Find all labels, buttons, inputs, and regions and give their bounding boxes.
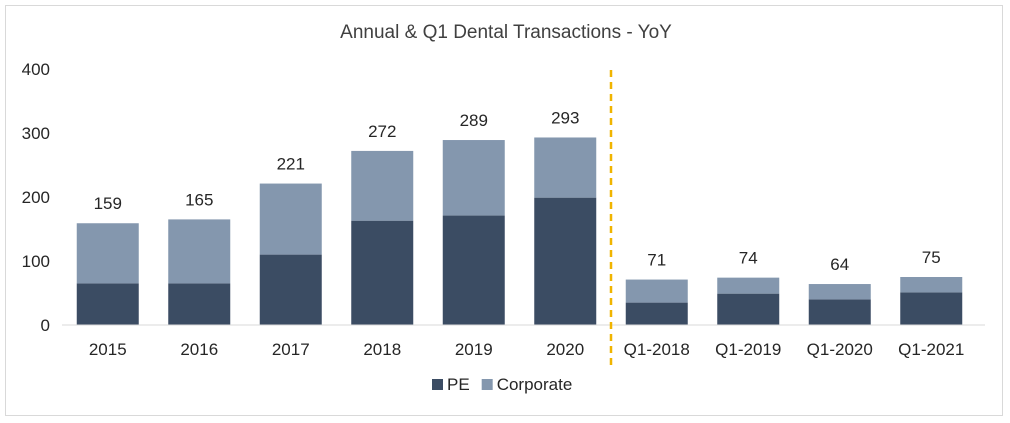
data-label-total: 165	[185, 190, 213, 209]
legend-label-corporate: Corporate	[497, 375, 573, 394]
legend: PE Corporate	[432, 375, 572, 394]
bar-segment-pe	[717, 293, 780, 325]
bar-segment-corporate	[442, 140, 505, 216]
data-label-total: 159	[94, 194, 122, 213]
bar-segment-pe	[168, 283, 231, 325]
bar-segment-corporate	[900, 277, 963, 293]
x-tick-label: Q1-2021	[898, 340, 964, 359]
bar-segment-pe	[259, 254, 322, 325]
bar-segment-corporate	[351, 150, 414, 221]
data-label-total: 75	[922, 248, 941, 267]
y-tick-label: 100	[22, 252, 50, 271]
bar-segment-pe	[442, 215, 505, 325]
data-label-total: 289	[460, 111, 488, 130]
x-tick-label: Q1-2019	[715, 340, 781, 359]
bar-segment-pe	[625, 302, 688, 325]
x-tick-label: 2020	[546, 340, 584, 359]
bar-segment-corporate	[168, 219, 231, 284]
legend-label-pe: PE	[447, 375, 470, 394]
legend-swatch-pe	[432, 379, 443, 390]
chart-title: Annual & Q1 Dental Transactions - YoY	[340, 22, 672, 43]
data-label-total: 221	[277, 155, 305, 174]
data-label-total: 71	[647, 251, 666, 270]
bar-segment-corporate	[808, 284, 871, 300]
x-tick-label: 2019	[455, 340, 493, 359]
x-tick-label: Q1-2018	[624, 340, 690, 359]
bar-segment-corporate	[76, 223, 139, 284]
y-tick-label: 300	[22, 124, 50, 143]
data-label-total: 64	[830, 255, 849, 274]
bar-segment-corporate	[259, 183, 322, 255]
x-tick-label: Q1-2020	[807, 340, 873, 359]
bar-segment-pe	[534, 197, 597, 325]
bars	[76, 137, 963, 325]
x-tick-label: 2015	[89, 340, 127, 359]
data-label-total: 272	[368, 122, 396, 141]
y-tick-label: 200	[22, 188, 50, 207]
data-label-total: 74	[739, 249, 758, 268]
bar-segment-pe	[900, 292, 963, 325]
y-tick-label: 0	[41, 316, 50, 335]
bar-segment-corporate	[717, 277, 780, 294]
x-tick-label: 2018	[363, 340, 401, 359]
legend-swatch-corporate	[481, 379, 493, 390]
bar-segment-pe	[808, 299, 871, 325]
bar-segment-corporate	[625, 279, 688, 303]
x-axis: 2015 2016 2017 2018 2019 2020 Q1-2018 Q1-2019 Q1…	[62, 324, 985, 359]
data-labels: 159 165 221 272 289 293 71 74 64 75	[94, 108, 941, 274]
bar-segment-corporate	[534, 137, 597, 198]
y-tick-label: 400	[22, 60, 50, 79]
data-label-total: 293	[551, 108, 579, 127]
x-tick-label: 2016	[180, 340, 218, 359]
y-axis: 0 100 200 300 400	[22, 60, 50, 335]
x-tick-label: 2017	[272, 340, 310, 359]
bar-segment-pe	[76, 283, 139, 325]
bar-segment-pe	[351, 220, 414, 325]
